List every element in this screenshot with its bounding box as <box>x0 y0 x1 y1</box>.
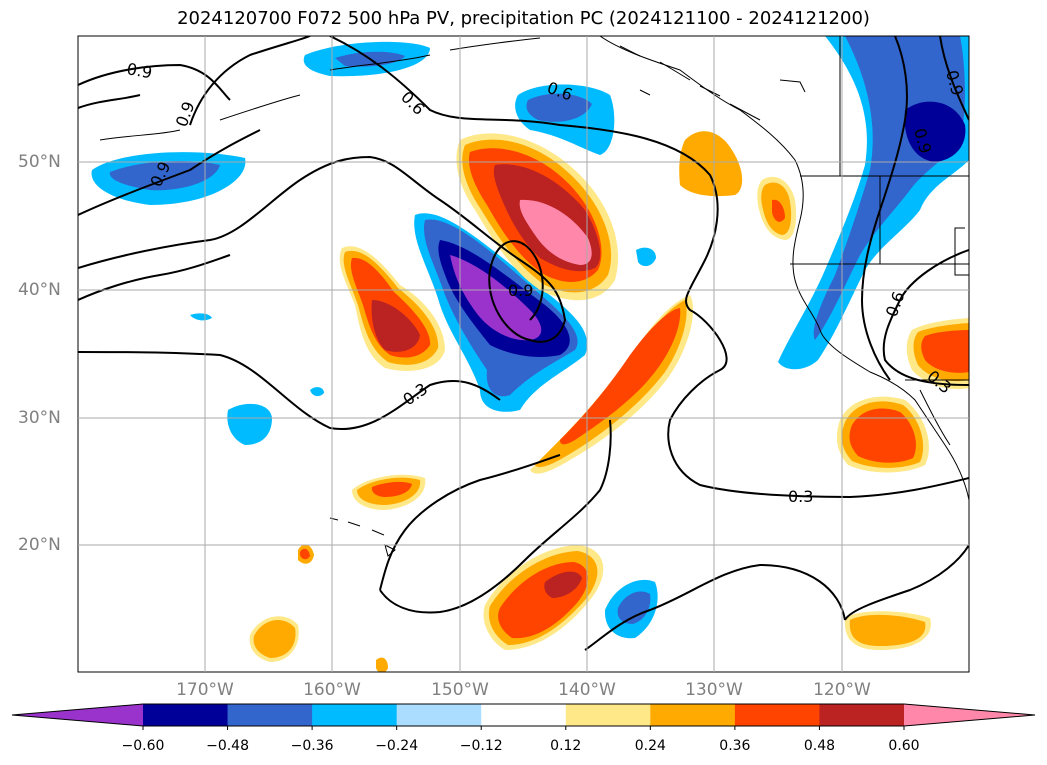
lon-label: 140°W <box>558 680 616 700</box>
colorbar-tick-label: −0.36 <box>290 738 334 754</box>
colorbar-extend-high <box>904 704 1035 726</box>
colorbar-tick-label: −0.48 <box>206 738 249 754</box>
plot-frame <box>77 35 970 673</box>
lat-label: 20°N <box>18 535 61 555</box>
colorbar-tick-label: −0.12 <box>459 738 503 754</box>
lon-label: 150°W <box>431 680 489 700</box>
colorbar-swatch <box>819 704 905 726</box>
colorbar-swatch <box>565 704 651 726</box>
pv-contours <box>78 36 969 651</box>
precip-shading <box>91 36 969 672</box>
contour-label: 0.9 <box>508 281 533 300</box>
colorbar-tick-label: 0.12 <box>550 738 582 754</box>
contour-label: 0.3 <box>399 379 431 409</box>
lon-label: 130°W <box>685 680 743 700</box>
lat-label: 50°N <box>18 152 61 172</box>
colorbar-extend-low <box>12 704 143 726</box>
colorbar-tick-label: 0.24 <box>634 738 666 754</box>
colorbar-swatch <box>227 704 313 726</box>
lon-label: 120°W <box>813 680 871 700</box>
graticule <box>78 36 969 672</box>
colorbar <box>11 703 1036 730</box>
lat-label: 30°N <box>18 408 61 428</box>
colorbar-tick-label: 0.48 <box>803 738 836 754</box>
anomaly-negative-patch <box>227 403 272 445</box>
colorbar-swatch <box>396 704 482 726</box>
colorbar-tick-label: 0.36 <box>719 738 751 754</box>
colorbar-tick-label: 0.60 <box>888 738 920 754</box>
contour-label: 0.9 <box>125 59 153 82</box>
lon-label: 170°W <box>176 680 234 700</box>
lat-label: 40°N <box>18 280 61 300</box>
colorbar-swatch <box>650 704 736 726</box>
contour-label: 0.6 <box>397 87 428 118</box>
colorbar-swatch <box>312 704 398 726</box>
contour-label: 0.3 <box>788 487 813 506</box>
colorbar-swatch <box>734 704 820 726</box>
contour-label: 0.9 <box>172 99 199 129</box>
lon-label: 160°W <box>303 680 361 700</box>
map-title: 2024120700 F072 500 hPa PV, precipitatio… <box>177 8 870 29</box>
anomaly-positive-patch <box>679 131 743 197</box>
colorbar-tick-label: −0.60 <box>121 738 165 754</box>
colorbar-swatch <box>481 704 567 726</box>
colorbar-tick-label: −0.24 <box>375 738 419 754</box>
colorbar-swatch <box>143 704 229 726</box>
